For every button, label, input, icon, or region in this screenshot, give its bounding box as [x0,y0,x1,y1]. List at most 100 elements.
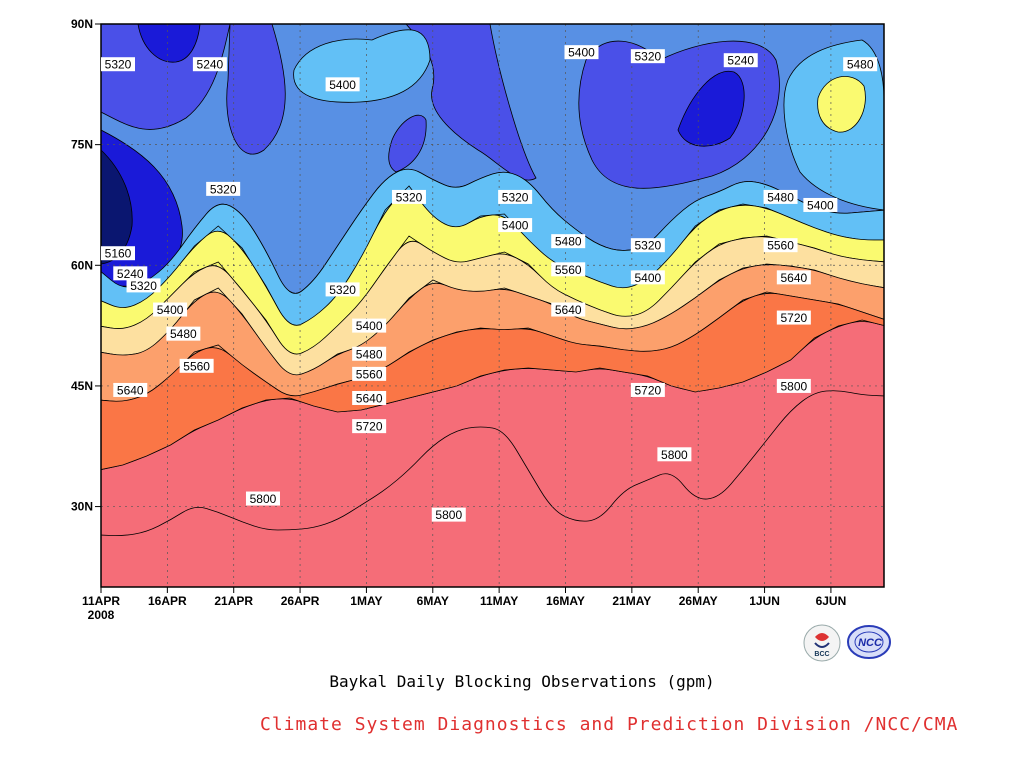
contour-label-bg [352,346,387,361]
contour-label-bg [564,45,599,60]
y-tick-label: 45N [71,379,93,393]
contour-label: 5320 [126,278,161,293]
contour-label: 5560 [352,366,387,381]
contour-label-bg [723,53,758,68]
contour-label-text: 5800 [250,492,277,506]
contour-label-text: 5640 [555,303,582,317]
contour-label: 5720 [630,382,665,397]
contour-label-bg [498,218,533,233]
contour-label-text: 5400 [502,219,529,233]
contour-label-text: 5560 [183,359,210,373]
y-tick-label: 90N [71,17,93,31]
contour-label-bg [630,270,665,285]
contour-label-bg [630,382,665,397]
contour-label-text: 5320 [502,190,529,204]
contour-label-text: 5720 [780,311,807,325]
contour-label-bg [803,197,838,212]
contour-label-text: 5480 [767,190,794,204]
contour-label: 5800 [776,378,811,393]
contour-label-bg [763,238,798,253]
contour-label: 5400 [630,270,665,285]
contour-label-bg [391,189,426,204]
contour-label-bg [325,77,360,92]
x-tick-label: 26MAY [679,594,718,608]
contour-label-bg [352,419,387,434]
contour-label-bg [551,234,586,249]
contour-label: 5560 [551,262,586,277]
contour-label-text: 5800 [780,379,807,393]
contour-label-text: 5320 [105,58,132,72]
plot-frame [100,23,885,588]
x-tick-label: 16APR [148,594,187,608]
credit-text: Climate System Diagnostics and Predictio… [260,714,959,735]
x-tick-label: 11APR [82,594,120,608]
contour-label-text: 5400 [634,271,661,285]
contour-label-bg [101,57,135,72]
x-tick-label: 21MAY [612,594,651,608]
contour-cell [405,24,537,181]
contour-label-bg [126,278,161,293]
contour-label-bg [352,366,387,381]
contour-label-text: 5640 [356,391,383,405]
contour-cell [388,114,427,173]
contour-label-bg [245,491,280,506]
contour-label: 5400 [153,302,188,317]
contour-label-text: 5400 [568,46,595,60]
x-tick-label: 11MAY [480,594,518,608]
y-tick-label: 30N [71,500,93,514]
contour-label-bg [551,262,586,277]
contour-label-text: 5720 [634,383,661,397]
contour-label: 5400 [498,218,533,233]
contour-label-text: 5320 [634,239,661,253]
y-tick-label: 75N [71,138,93,152]
contour-label-text: 5240 [197,58,224,72]
contour-label-text: 5640 [780,271,807,285]
contour-label: 5560 [179,358,214,373]
contour-label-text: 5320 [210,182,237,196]
contour-label-text: 5720 [356,420,383,434]
grid [101,24,884,587]
x-tick-label: 6MAY [417,594,449,608]
contour-labels: 5320 524053205160524053205400548055605640… [101,45,878,522]
contour-label: 5160 [101,246,135,261]
x-tick-label: 16MAY [546,594,585,608]
contour-label-text: 5480 [555,235,582,249]
y-tick-label: 60N [71,258,93,272]
contour-label-bg [153,302,188,317]
contour-label-text: 5560 [555,263,582,277]
contour-label: 5240 [113,266,148,281]
contour-label: 5800 [245,491,280,506]
x-tick-year: 2008 [88,608,115,622]
contour-label: 5480 [843,57,878,72]
contour-label-text: 5480 [170,327,197,341]
contour-label-bg [113,382,148,397]
contour-label: 5720 [776,310,811,325]
contour-label-bg [843,57,878,72]
contour-label: 5400 [564,45,599,60]
contour-label: 5400 [325,77,360,92]
svg-text:BCC: BCC [814,651,829,658]
contour-label-bg [166,326,201,341]
contour-label: 5640 [352,390,387,405]
contour-cell [101,149,133,265]
contour-label-bg [325,282,360,297]
contour-label-text: 5320 [130,279,157,293]
contour-label: 5320 [630,238,665,253]
contour-label-bg [498,189,533,204]
contour-label-text: 5400 [356,319,383,333]
contour-label: 5480 [352,346,387,361]
contour-fills [101,24,884,587]
contour-label-bg [101,246,135,261]
contour-label: 5640 [551,302,586,317]
contour-label-text: 5240 [727,54,754,68]
contour-label: 5320 [325,282,360,297]
bcc-logo: BCC [803,624,841,662]
contour-label: 5480 [551,234,586,249]
contour-label-text: 5800 [661,448,688,462]
contour-label: 5320 [498,189,533,204]
contour-label-text: 5320 [634,50,661,64]
x-tick-label: 21APR [214,594,253,608]
contour-label-bg [206,181,241,196]
contour-cell [226,24,286,155]
